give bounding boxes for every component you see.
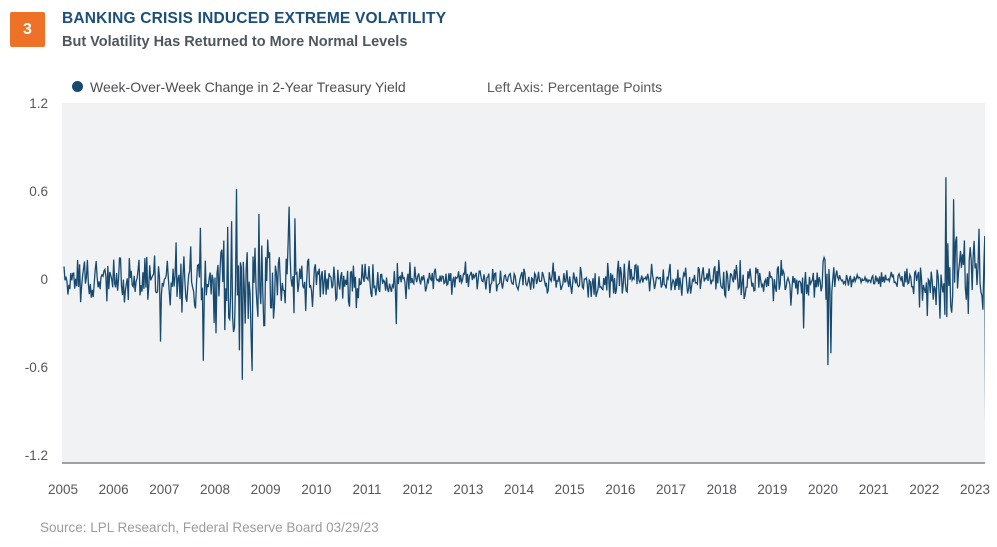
x-tick-label: 2022 <box>909 482 940 497</box>
x-tick-label: 2016 <box>605 482 636 497</box>
x-tick-label: 2019 <box>757 482 788 497</box>
x-tick-label: 2007 <box>149 482 180 497</box>
y-tick-label: 1.2 <box>29 95 48 111</box>
x-tick-label: 2006 <box>98 482 129 497</box>
x-tick-label: 2012 <box>402 482 433 497</box>
y-tick-label: -0.6 <box>24 360 48 375</box>
series-marker-icon <box>72 81 83 92</box>
x-tick-label: 2014 <box>503 482 535 497</box>
series-line <box>63 177 985 424</box>
y-tick-label: -1.2 <box>24 448 48 463</box>
x-tick-label: 2008 <box>199 482 231 497</box>
x-tick-label: 2010 <box>301 482 332 497</box>
figure-number-badge: 3 <box>10 12 45 47</box>
x-tick-label: 2011 <box>352 482 382 497</box>
x-tick-label: 2013 <box>453 482 484 497</box>
x-tick-label: 2020 <box>808 482 839 497</box>
plot-area <box>62 103 985 464</box>
chart-title: BANKING CRISIS INDUCED EXTREME VOLATILIT… <box>62 10 447 27</box>
series-line-chart <box>63 177 985 424</box>
series-legend-label: Week-Over-Week Change in 2-Year Treasury… <box>90 79 406 95</box>
x-tick-label: 2018 <box>706 482 737 497</box>
y-tick-label: 0 <box>40 272 48 287</box>
y-tick-label: 0.6 <box>29 183 48 199</box>
x-tick-label: 2015 <box>554 482 585 497</box>
chart-subtitle: But Volatility Has Returned to More Norm… <box>62 34 408 50</box>
x-tick-label: 2005 <box>47 482 79 497</box>
left-axis-note: Left Axis: Percentage Points <box>487 79 663 95</box>
x-tick-label: 2009 <box>250 482 281 497</box>
x-tick-label: 2021 <box>858 482 889 497</box>
x-tick-label: 2017 <box>656 482 687 497</box>
source-note: Source: LPL Research, Federal Reserve Bo… <box>40 520 379 535</box>
x-tick-label: 2023 <box>960 482 991 497</box>
